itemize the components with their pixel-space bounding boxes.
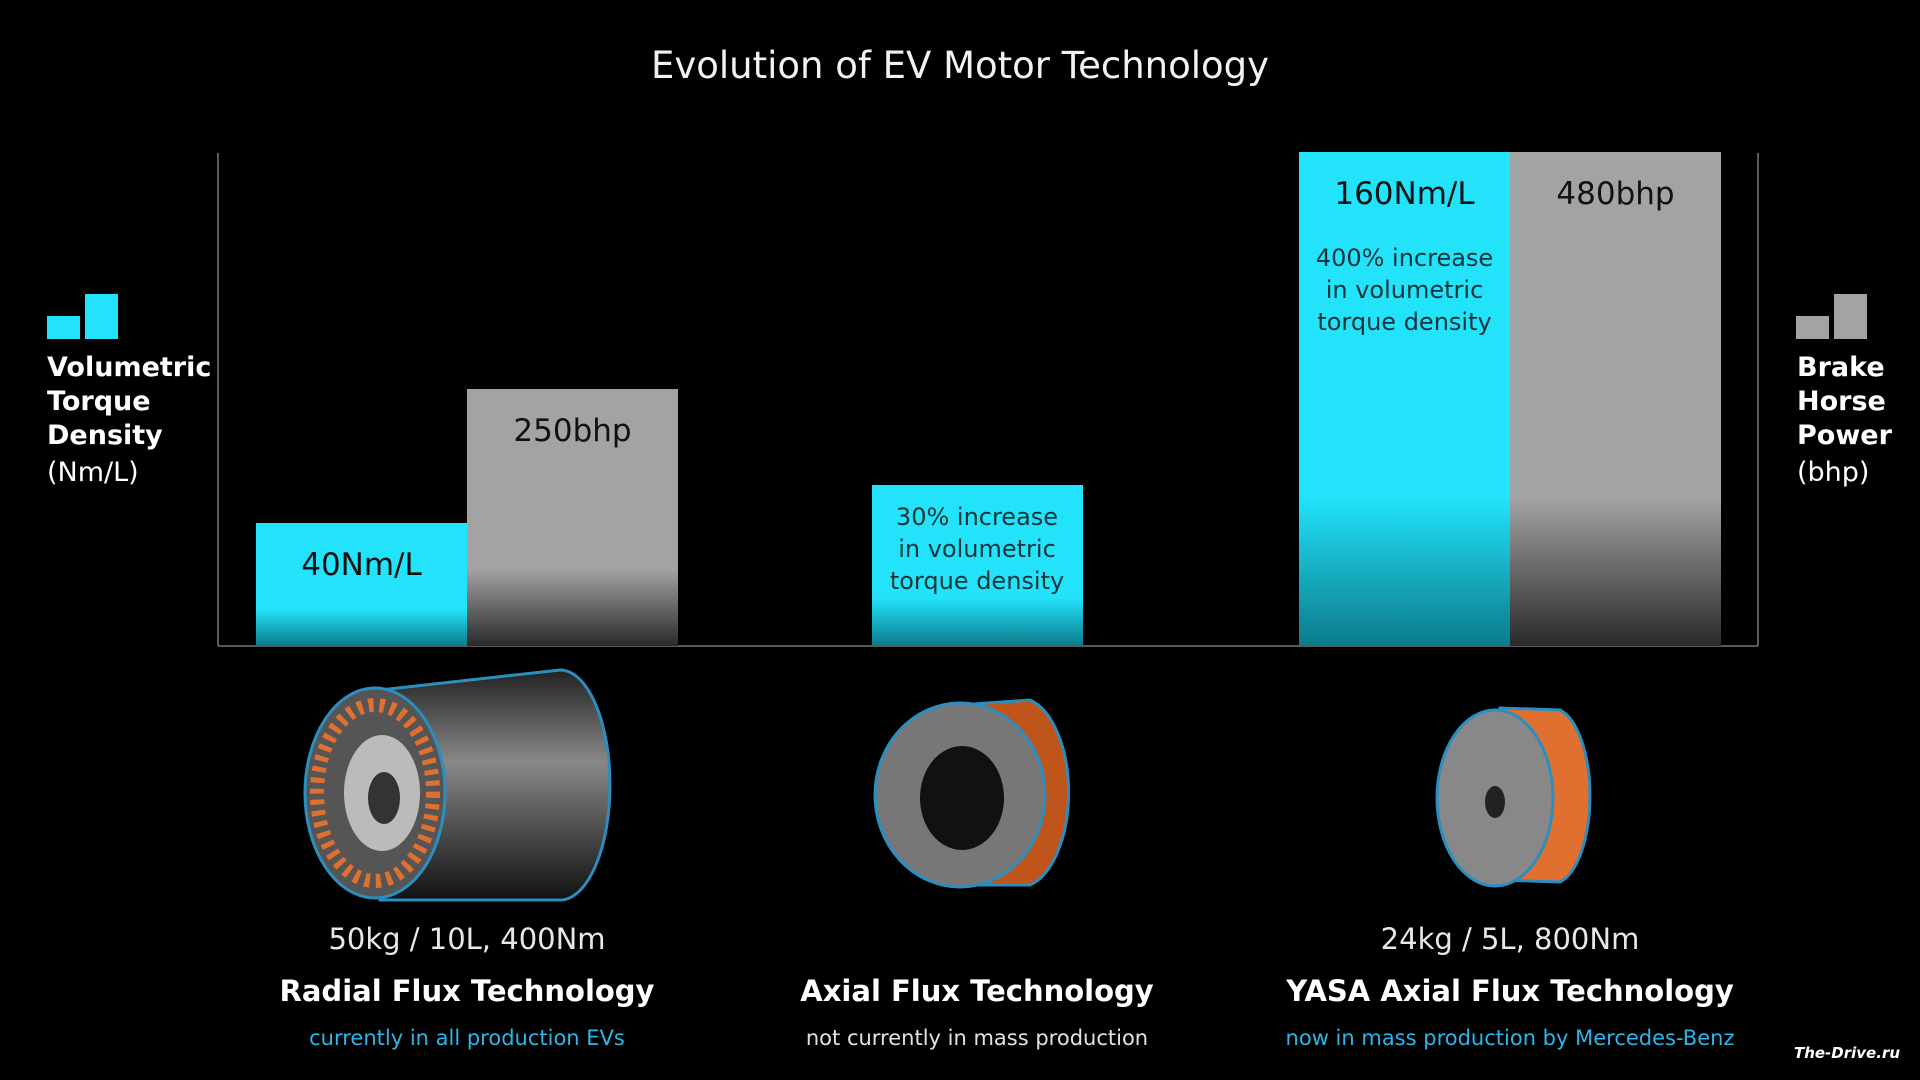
bar: 40Nm/L xyxy=(256,522,467,646)
spec: 24kg / 5L, 800Nm xyxy=(1380,922,1640,956)
y-label-line: Volumetric xyxy=(47,352,212,383)
bar: 480bhp xyxy=(1510,152,1721,646)
chart-title: Evolution of EV Motor Technology xyxy=(650,44,1270,87)
y2-label-line: Horse xyxy=(1797,386,1886,417)
category-note: currently in all production EVs xyxy=(309,1026,625,1050)
category-label: Axial Flux Technology xyxy=(800,974,1154,1008)
value-label: 160Nm/L xyxy=(1334,176,1475,212)
bar-annotation: 400% increase in volumetric torque densi… xyxy=(1315,244,1494,336)
y-axis-label: Volumetric Torque Density (Nm/L) xyxy=(47,351,211,488)
y2-axis-label: Brake Horse Power (bhp) xyxy=(1797,351,1892,488)
y-label-line: Torque xyxy=(47,386,151,417)
bar-annotation: 30% increase in volumetric torque densit… xyxy=(889,503,1065,596)
category-label: Radial Flux Technology xyxy=(279,974,655,1008)
category-note: now in mass production by Mercedes-Benz xyxy=(1285,1026,1735,1050)
value-label: 40Nm/L xyxy=(301,546,422,583)
bar: 250bhp xyxy=(467,388,678,646)
y2-unit: (bhp) xyxy=(1797,457,1870,488)
category-note: not currently in mass production xyxy=(805,1026,1149,1050)
value-label: 250bhp xyxy=(513,412,632,449)
bar: 160Nm/L 400% increase in volumetric torqu… xyxy=(1299,152,1510,646)
value-label: 480bhp xyxy=(1556,176,1675,212)
y-unit: (Nm/L) xyxy=(47,457,139,488)
category-label: YASA Axial Flux Technology xyxy=(1286,974,1734,1008)
y-label-line: Density xyxy=(47,420,163,451)
y2-label-line: Brake xyxy=(1797,352,1885,383)
spec: 50kg / 10L, 400Nm xyxy=(328,922,606,956)
y2-label-line: Power xyxy=(1797,420,1892,451)
watermark: The-Drive.ru xyxy=(1793,1044,1900,1062)
bar: 30% increase in volumetric torque densit… xyxy=(871,485,1083,646)
